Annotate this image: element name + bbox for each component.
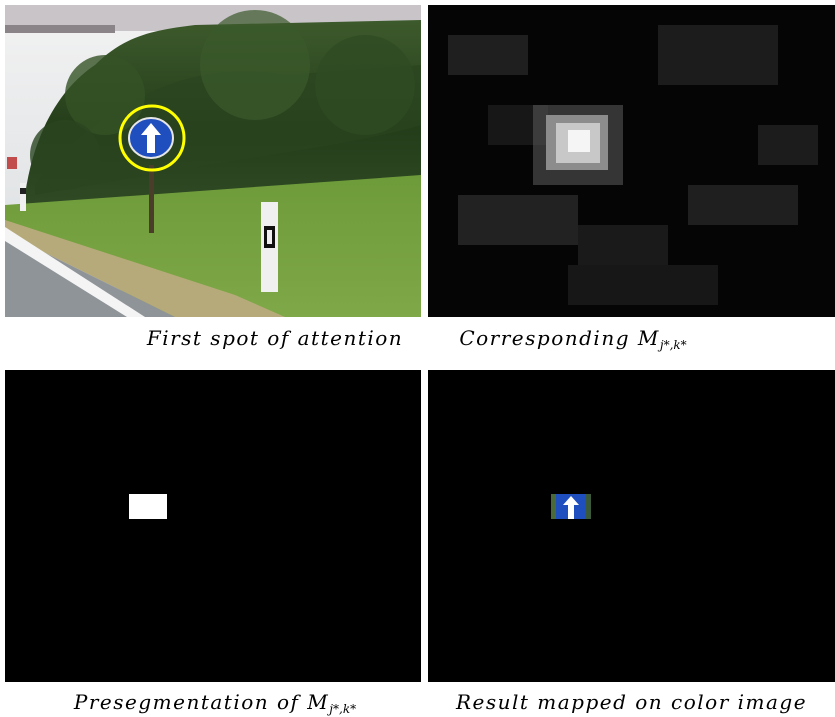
caption-presegmentation-subscript: j*,k* bbox=[329, 702, 357, 716]
saliency-map-image bbox=[428, 5, 835, 317]
result-image bbox=[428, 370, 835, 682]
road-scene-image bbox=[5, 5, 421, 317]
caption-first-spot: First spot of attention bbox=[146, 326, 404, 350]
caption-presegmentation-main: Presegmentation of M bbox=[73, 690, 330, 714]
caption-corresponding-main: Corresponding M bbox=[459, 326, 660, 350]
caption-result: Result mapped on color image bbox=[455, 690, 808, 714]
caption-corresponding-subscript: j*,k* bbox=[659, 338, 687, 352]
caption-corresponding-map: Corresponding Mj*,k* bbox=[428, 326, 718, 352]
presegmentation-image bbox=[5, 370, 421, 682]
caption-presegmentation: Presegmentation of Mj*,k* bbox=[5, 690, 425, 716]
arrow-up-icon bbox=[563, 496, 579, 519]
